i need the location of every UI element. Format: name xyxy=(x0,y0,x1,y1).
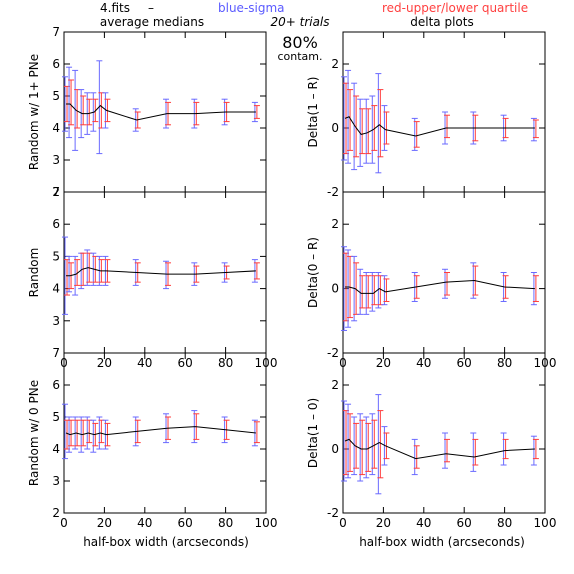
x-tick-label: 60 xyxy=(457,516,472,530)
x-tick-label: 0 xyxy=(60,516,68,530)
y-tick-label: 3 xyxy=(52,474,60,488)
contam-label: contam. xyxy=(277,50,322,63)
y-tick-label: 3 xyxy=(52,314,60,328)
y-axis-label: Delta(1 – R) xyxy=(306,77,320,148)
figure-header: 4.fits – blue-sigma red-upper/lower quar… xyxy=(100,1,528,63)
y-tick-label: -2 xyxy=(327,185,339,199)
y-tick-label: 2 xyxy=(52,185,60,199)
x-tick-label: 80 xyxy=(218,356,233,370)
median-line xyxy=(344,438,535,460)
y-tick-label: 4 xyxy=(52,442,60,456)
x-tick-label: 100 xyxy=(534,516,557,530)
x-tick-label: 80 xyxy=(497,356,512,370)
trials-label: 20+ trials xyxy=(270,15,329,29)
y-tick-label: 2 xyxy=(331,57,339,71)
x-tick-label: 80 xyxy=(218,516,233,530)
legend-red-quartile: red-upper/lower quartile xyxy=(382,1,528,15)
column-title-medians: average medians xyxy=(100,15,204,29)
y-axis-label: Random w/ 1+ PNe xyxy=(27,54,41,170)
y-axis-label: Random w/ 0 PNe xyxy=(27,380,41,486)
x-tick-label: 60 xyxy=(457,356,472,370)
median-line xyxy=(66,103,256,121)
x-tick-label: 60 xyxy=(178,516,193,530)
panel-frame xyxy=(342,352,546,514)
panel-frame xyxy=(63,191,267,354)
x-tick-label: 80 xyxy=(497,516,512,530)
median-line xyxy=(345,280,535,294)
y-tick-label: 5 xyxy=(52,410,60,424)
panel-frame xyxy=(63,352,267,514)
panel-0: 2 3 4 5 6 7 Random w/ 1+ PNe xyxy=(27,25,267,199)
legend-blue-sigma: blue-sigma xyxy=(218,1,285,15)
x-axis-label-right: half-box width (arcseconds) xyxy=(359,535,525,549)
x-tick-label: 40 xyxy=(137,516,152,530)
panel-4: 2 3 4 5 6 7 0 20 40 60 80 100 Random w/ 0 PNe xyxy=(27,346,277,530)
x-tick-label: 0 xyxy=(339,516,347,530)
x-tick-label: 60 xyxy=(178,356,193,370)
x-tick-label: 20 xyxy=(97,516,112,530)
y-tick-label: 2 xyxy=(331,217,339,231)
x-tick-label: 40 xyxy=(137,356,152,370)
median-line xyxy=(66,267,256,277)
x-tick-label: 40 xyxy=(416,356,431,370)
x-tick-label: 20 xyxy=(97,356,112,370)
y-tick-label: 5 xyxy=(52,89,60,103)
contam-percent: 80% xyxy=(282,33,318,52)
y-tick-label: 2 xyxy=(52,506,60,520)
y-tick-label: 4 xyxy=(52,282,60,296)
y-tick-label: 7 xyxy=(52,25,60,39)
y-tick-label: -2 xyxy=(327,506,339,520)
y-tick-label: 6 xyxy=(52,217,60,231)
median-line xyxy=(344,116,535,137)
x-tick-label: 100 xyxy=(255,516,278,530)
y-tick-label: -2 xyxy=(327,346,339,360)
panel-1: -2 0 2 Delta(1 – R) xyxy=(306,31,546,199)
y-tick-label: 6 xyxy=(52,57,60,71)
x-tick-label: 20 xyxy=(376,516,391,530)
y-tick-label: 7 xyxy=(52,346,60,360)
file-label: 4.fits xyxy=(100,1,130,15)
y-tick-label: 6 xyxy=(52,378,60,392)
x-tick-label: 40 xyxy=(416,516,431,530)
y-tick-label: 3 xyxy=(52,153,60,167)
y-tick-label: 2 xyxy=(331,378,339,392)
x-tick-label: 20 xyxy=(376,356,391,370)
y-axis-label: Random xyxy=(27,248,41,298)
y-tick-label: 7 xyxy=(52,185,60,199)
x-axis-label-left: half-box width (arcseconds) xyxy=(83,535,249,549)
y-axis-label: Delta(0 – R) xyxy=(306,237,320,308)
column-title-delta: delta plots xyxy=(410,15,473,29)
y-tick-label: 4 xyxy=(52,121,60,135)
y-tick-label: 0 xyxy=(331,121,339,135)
y-tick-label: 5 xyxy=(52,249,60,263)
header-dash: – xyxy=(148,1,154,15)
y-axis-label: Delta(1 – 0) xyxy=(306,398,320,468)
median-line xyxy=(65,426,256,436)
y-tick-label: 0 xyxy=(331,282,339,296)
y-tick-label: 0 xyxy=(331,442,339,456)
